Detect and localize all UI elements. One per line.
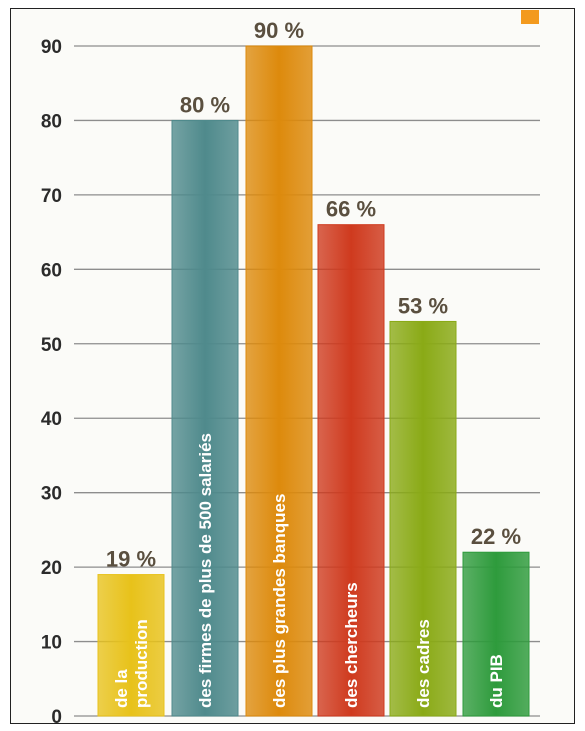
y-tick-label-10: 10 (41, 633, 62, 654)
bar-2 (171, 119, 239, 717)
bar-1 (97, 574, 165, 717)
corner-marker (521, 10, 539, 24)
category-label-5-line-1: des cadres (414, 619, 433, 708)
value-label-4: 66 % (326, 197, 376, 222)
category-label-2-line-1: des firmes de plus de 500 salariés (196, 433, 215, 708)
category-label-6-line-1: du PIB (487, 654, 506, 708)
y-tick-label-50: 50 (41, 335, 62, 356)
bar-4 (317, 224, 385, 717)
value-label-3: 90 % (254, 18, 304, 43)
value-label-1: 19 % (106, 547, 156, 572)
category-label-2: des firmes de plus de 500 salariés (196, 433, 215, 708)
category-label-1-line-1: de la (112, 669, 131, 708)
y-tick-label-20: 20 (41, 558, 62, 579)
y-tick-label-30: 30 (41, 484, 62, 505)
category-label-4-line-1: des chercheurs (342, 582, 361, 708)
bar-3 (245, 45, 313, 717)
category-label-6: du PIB (487, 654, 506, 708)
category-label-1: de la production (112, 619, 151, 708)
category-label-3-line-1: des plus grandes banques (270, 494, 289, 708)
bar-6 (462, 551, 530, 717)
value-label-5: 53 % (398, 293, 448, 318)
y-tick-label-0: 0 (51, 707, 62, 728)
category-label-1-line-2: production (132, 619, 151, 708)
y-tick-label-80: 80 (41, 111, 62, 132)
bar-5 (389, 320, 457, 717)
category-label-3: des plus grandes banques (270, 494, 289, 708)
category-label-5: des cadres (414, 619, 433, 708)
value-label-6: 22 % (471, 524, 521, 549)
category-label-4: des chercheurs (342, 582, 361, 708)
value-label-2: 80 % (180, 92, 230, 117)
y-tick-label-90: 90 (41, 37, 62, 58)
y-tick-label-40: 40 (41, 409, 62, 430)
y-tick-label-70: 70 (41, 186, 62, 207)
y-tick-label-60: 60 (41, 260, 62, 281)
